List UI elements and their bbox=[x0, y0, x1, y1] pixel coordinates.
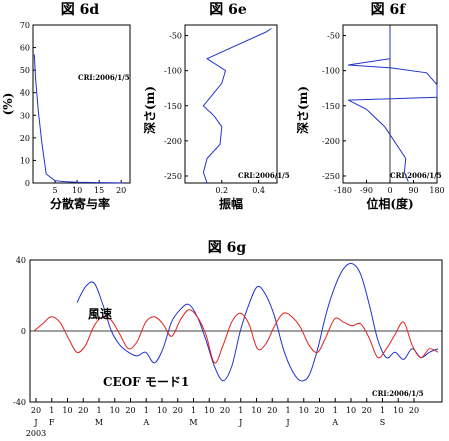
xtick-label-6g-17: 10 bbox=[299, 406, 309, 415]
annotation-6d: CRI:2006/1/5 bbox=[78, 73, 130, 82]
xlabel-6e: 振幅 bbox=[219, 196, 243, 211]
xtick-label-6d-3: 20 bbox=[116, 186, 126, 195]
ytick-label-6d-7: 70 bbox=[20, 21, 30, 30]
xtick-label-6g-19: 1 bbox=[333, 406, 338, 415]
month-label-6g-2: M bbox=[95, 418, 103, 427]
xtick-label-6g-14: 10 bbox=[251, 406, 261, 415]
month-label-6g-4: M bbox=[189, 418, 197, 427]
ytick-label-6e-4: -250 bbox=[164, 172, 182, 181]
ylabel-6d: (%) bbox=[1, 93, 15, 116]
annotation-6g: CRI:2006/1/5 bbox=[372, 389, 424, 398]
ytick-label-6f-0: -50 bbox=[327, 32, 340, 41]
series-line-6e-0 bbox=[202, 28, 272, 184]
ytick-label-6d-4: 40 bbox=[20, 89, 30, 98]
xtick-label-6g-2: 10 bbox=[62, 406, 72, 415]
xtick-label-6g-1: 1 bbox=[49, 406, 54, 415]
xtick-label-6g-8: 10 bbox=[157, 406, 167, 415]
xtick-label-6g-16: 1 bbox=[285, 406, 290, 415]
xlabel-6f: 位相(度) bbox=[366, 196, 413, 211]
series-line-6d-0 bbox=[33, 54, 124, 184]
ytick-label-6g-0: -40 bbox=[13, 398, 26, 407]
xtick-label-6d-1: 10 bbox=[72, 186, 82, 195]
frame-6d bbox=[32, 24, 131, 184]
month-label-6g-3: A bbox=[142, 418, 149, 427]
ytick-label-6d-6: 60 bbox=[20, 44, 30, 53]
xtick-label-6g-9: 20 bbox=[173, 406, 183, 415]
xtick-label-6d-2: 15 bbox=[94, 186, 104, 195]
xtick-label-6f-1: -90 bbox=[360, 186, 373, 195]
title-6e: 図 6e bbox=[209, 2, 247, 18]
xtick-label-6g-4: 1 bbox=[96, 406, 101, 415]
ytick-label-6d-1: 10 bbox=[20, 156, 30, 165]
annotation-6f: CRI:2006/1/5 bbox=[390, 171, 442, 180]
month-label-6g-1: F bbox=[49, 418, 55, 427]
ylabel-6f: 深さ(m) bbox=[295, 86, 310, 134]
xtick-label-6g-12: 20 bbox=[220, 406, 230, 415]
xtick-label-6g-5: 10 bbox=[110, 406, 120, 415]
ytick-label-6f-1: -100 bbox=[322, 67, 340, 76]
series-line-6g-1 bbox=[33, 309, 439, 364]
xtick-label-6g-6: 20 bbox=[125, 406, 135, 415]
xtick-label-6g-11: 10 bbox=[204, 406, 214, 415]
ytick-label-6e-1: -100 bbox=[164, 67, 182, 76]
year-label-6g: 2003 bbox=[26, 429, 46, 438]
ytick-label-6f-2: -150 bbox=[322, 102, 340, 111]
series-line-6g-0 bbox=[76, 262, 439, 382]
title-6g: 図 6g bbox=[208, 240, 247, 256]
ytick-label-6e-3: -200 bbox=[164, 137, 182, 146]
xtick-label-6f-4: 180 bbox=[429, 186, 444, 195]
xtick-label-6g-21: 20 bbox=[362, 406, 372, 415]
month-label-6g-8: S bbox=[380, 418, 385, 427]
ytick-label-6f-3: -200 bbox=[322, 137, 340, 146]
xtick-label-6f-3: 90 bbox=[408, 186, 418, 195]
month-label-6g-7: A bbox=[331, 418, 338, 427]
series-label-6g-1: CEOF モード1 bbox=[103, 375, 189, 389]
ytick-label-6e-0: -50 bbox=[169, 32, 182, 41]
xtick-label-6g-10: 1 bbox=[191, 406, 196, 415]
xtick-label-6g-24: 20 bbox=[409, 406, 419, 415]
xtick-label-6g-22: 1 bbox=[380, 406, 385, 415]
annotation-6e: CRI:2006/1/5 bbox=[238, 171, 290, 180]
xtick-label-6f-0: -180 bbox=[334, 186, 352, 195]
xtick-label-6g-15: 20 bbox=[267, 406, 277, 415]
ytick-label-6d-0: 0 bbox=[25, 179, 30, 188]
xtick-label-6g-23: 10 bbox=[393, 406, 403, 415]
series-label-6g-0: 風速 bbox=[88, 306, 112, 321]
month-label-6g-6: J bbox=[285, 418, 289, 427]
xtick-label-6g-0: 20 bbox=[31, 406, 41, 415]
xtick-label-6e-0: 0.2 bbox=[215, 186, 228, 195]
ytick-label-6d-2: 20 bbox=[20, 134, 30, 143]
month-label-6g-0: J bbox=[33, 418, 37, 427]
title-6d: 図 6d bbox=[61, 2, 100, 18]
ytick-label-6g-2: 40 bbox=[16, 256, 26, 265]
title-6f: 図 6f bbox=[371, 2, 407, 18]
ytick-label-6f-4: -250 bbox=[322, 172, 340, 181]
ytick-label-6d-3: 30 bbox=[20, 111, 30, 120]
xtick-label-6d-0: 5 bbox=[52, 186, 57, 195]
xtick-label-6e-1: 0.4 bbox=[252, 186, 265, 195]
xtick-label-6f-2: 0 bbox=[387, 186, 392, 195]
ytick-label-6e-2: -150 bbox=[164, 102, 182, 111]
ytick-label-6d-5: 50 bbox=[20, 66, 30, 75]
ylabel-6e: 深さ(m) bbox=[142, 86, 157, 134]
xtick-label-6g-3: 20 bbox=[78, 406, 88, 415]
xlabel-6d: 分散寄与率 bbox=[50, 196, 110, 211]
xtick-label-6g-13: 1 bbox=[238, 406, 243, 415]
xtick-label-6g-18: 20 bbox=[314, 406, 324, 415]
xtick-label-6g-7: 1 bbox=[144, 406, 149, 415]
month-label-6g-5: J bbox=[238, 418, 242, 427]
xtick-label-6g-20: 10 bbox=[346, 406, 356, 415]
series-line-6f-0 bbox=[347, 28, 438, 182]
frame-6e bbox=[184, 24, 278, 184]
ytick-label-6g-1: 0 bbox=[21, 327, 26, 336]
